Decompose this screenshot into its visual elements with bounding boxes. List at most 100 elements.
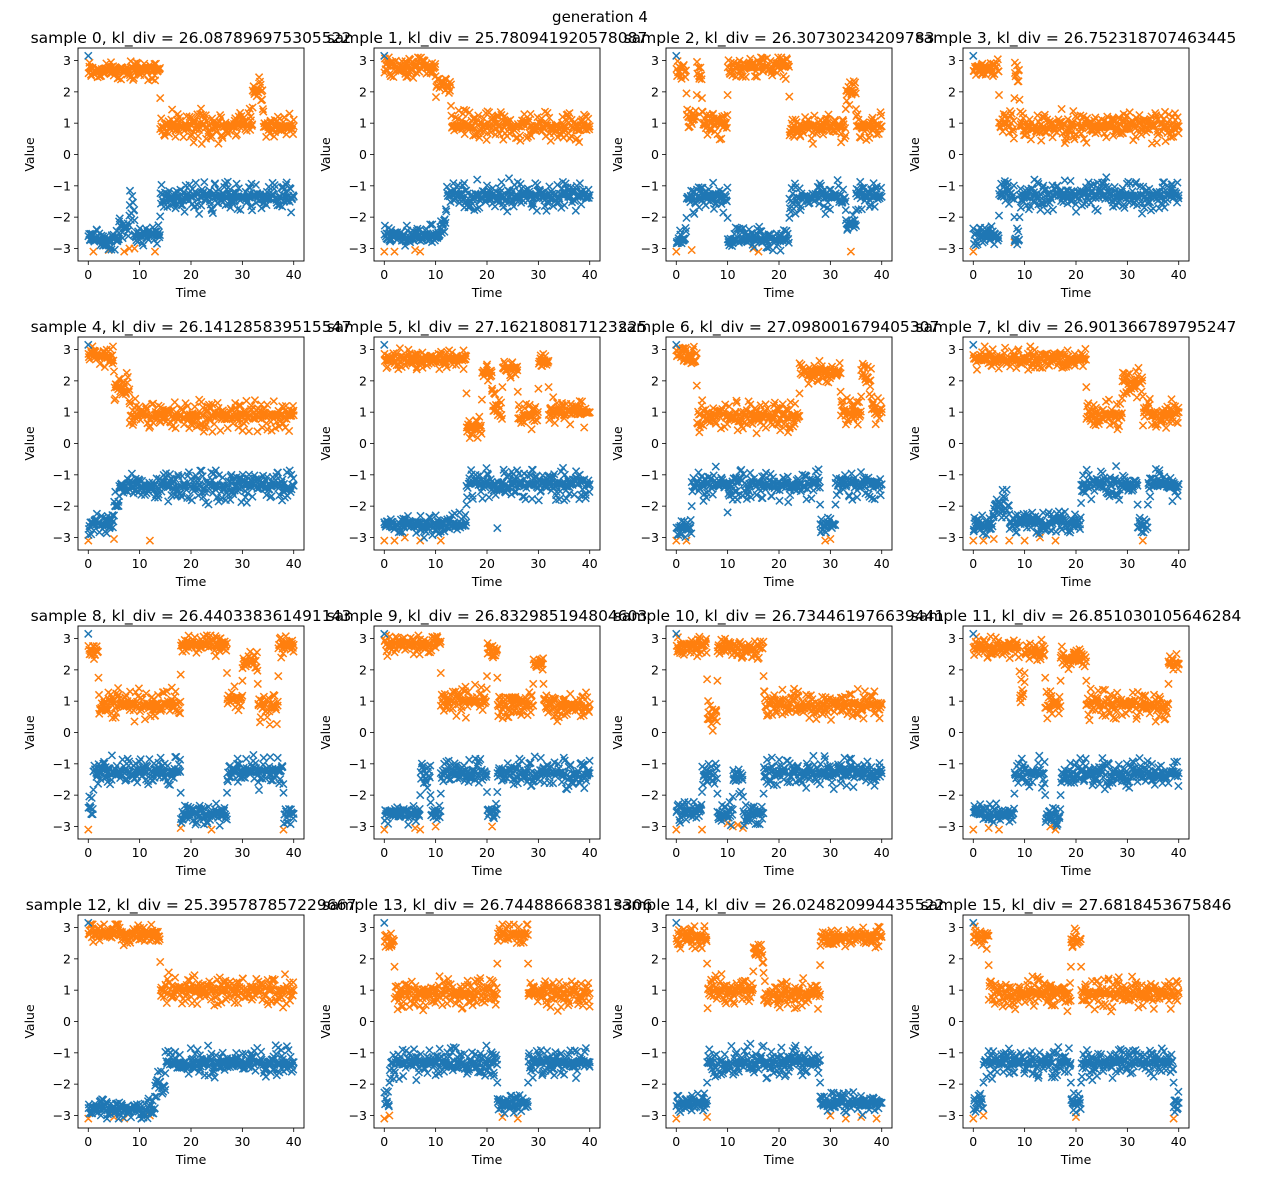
y-tick-label: 3 (359, 920, 367, 935)
subplot-title: sample 7, kl_div = 26.901366789795247 (916, 318, 1237, 337)
y-tick-label: −2 (53, 210, 71, 225)
y-tick-label: 2 (651, 662, 659, 677)
y-tick-label: −3 (53, 241, 71, 256)
x-axis-label: Time (175, 285, 207, 300)
y-axis-label: Value (22, 715, 37, 750)
start-marker (380, 340, 389, 349)
series-0-markers (969, 55, 1183, 256)
x-tick-label: 10 (720, 267, 736, 282)
x-tick-label: 40 (874, 1134, 890, 1149)
series-1-markers (672, 1039, 886, 1120)
series-0 (969, 922, 1183, 1123)
y-tick-label: 0 (359, 147, 367, 162)
series-1 (969, 918, 1183, 1117)
y-tick-label: −3 (938, 1108, 956, 1123)
series-1 (84, 629, 298, 830)
x-tick-label: 30 (234, 556, 250, 571)
y-tick-label: 0 (63, 1014, 71, 1029)
y-tick-label: −3 (349, 819, 367, 834)
subplot-title: sample 10, kl_div = 26.734461976639441 (614, 607, 945, 626)
y-tick-label: 2 (948, 951, 956, 966)
y-tick-label: 2 (948, 662, 956, 677)
plot-area (380, 918, 594, 1123)
y-tick-label: −2 (349, 788, 367, 803)
x-axis-label: Time (763, 574, 795, 589)
series-1-markers (672, 751, 886, 830)
subplot-title: sample 6, kl_div = 27.098001679405307 (619, 318, 940, 337)
y-axis-label: Value (318, 426, 333, 461)
x-tick-label: 20 (771, 845, 787, 860)
x-tick-label: 20 (1068, 1134, 1084, 1149)
x-tick-label: 10 (1017, 556, 1033, 571)
series-1-markers (380, 174, 594, 250)
subplot-title: sample 3, kl_div = 26.752318707463445 (916, 29, 1237, 48)
series-0 (380, 344, 594, 545)
series-0-markers (84, 57, 298, 256)
x-tick-label: 30 (530, 1134, 546, 1149)
series-1-markers (672, 462, 886, 542)
series-1-markers (84, 1041, 298, 1123)
x-axis-label: Time (1060, 574, 1092, 589)
x-tick-label: 40 (286, 267, 302, 282)
y-tick-label: −1 (641, 178, 659, 193)
figure-suptitle: generation 4 (552, 8, 648, 26)
x-tick-label: 0 (84, 1134, 92, 1149)
y-tick-label: −1 (349, 1045, 367, 1060)
y-tick-label: 2 (359, 84, 367, 99)
series-0 (969, 55, 1183, 256)
y-tick-label: −2 (349, 210, 367, 225)
y-axis-label: Value (318, 1004, 333, 1039)
y-tick-label: 2 (63, 662, 71, 677)
y-tick-label: 3 (948, 342, 956, 357)
y-tick-label: 1 (948, 405, 956, 420)
start-marker (672, 51, 681, 60)
start-marker (672, 340, 681, 349)
y-tick-label: 3 (948, 920, 956, 935)
y-tick-label: 0 (948, 147, 956, 162)
y-tick-label: −1 (938, 467, 956, 482)
y-tick-label: 0 (948, 725, 956, 740)
y-tick-label: 3 (948, 631, 956, 646)
x-tick-label: 10 (428, 556, 444, 571)
y-tick-label: 2 (359, 662, 367, 677)
y-tick-label: 1 (651, 983, 659, 998)
subplot-title: sample 0, kl_div = 26.087896975305522 (31, 29, 352, 48)
y-tick-label: 2 (651, 951, 659, 966)
series-1 (969, 629, 1183, 831)
x-axis-label: Time (763, 863, 795, 878)
y-tick-label: −3 (641, 819, 659, 834)
y-tick-label: −2 (349, 1077, 367, 1092)
plot-area (84, 51, 298, 256)
y-tick-label: 3 (359, 631, 367, 646)
subplot-title: sample 1, kl_div = 25.780941920578087 (327, 29, 648, 48)
x-tick-label: 0 (84, 556, 92, 571)
series-1 (672, 629, 886, 830)
plot-area (84, 340, 298, 545)
x-tick-label: 30 (1119, 267, 1135, 282)
subplot-title: sample 11, kl_div = 26.851030105646284 (911, 607, 1242, 626)
y-tick-label: −3 (349, 1108, 367, 1123)
x-tick-label: 40 (582, 267, 598, 282)
x-tick-label: 20 (1068, 267, 1084, 282)
y-tick-label: −1 (641, 1045, 659, 1060)
y-tick-label: −1 (349, 756, 367, 771)
series-0-markers (969, 922, 1183, 1123)
subplot-title: sample 12, kl_div = 25.395787857229667 (26, 896, 357, 915)
x-tick-label: 0 (672, 267, 680, 282)
x-tick-label: 30 (822, 267, 838, 282)
x-tick-label: 20 (183, 556, 199, 571)
series-0 (380, 53, 594, 256)
y-axis-label: Value (907, 1004, 922, 1039)
series-1-markers (969, 173, 1183, 250)
plot-area (380, 51, 594, 256)
x-tick-label: 20 (479, 1134, 495, 1149)
y-tick-label: 1 (948, 694, 956, 709)
subplot-13: sample 13, kl_div = 26.744886683813306 0 1… (318, 896, 652, 1167)
y-tick-label: 0 (63, 436, 71, 451)
